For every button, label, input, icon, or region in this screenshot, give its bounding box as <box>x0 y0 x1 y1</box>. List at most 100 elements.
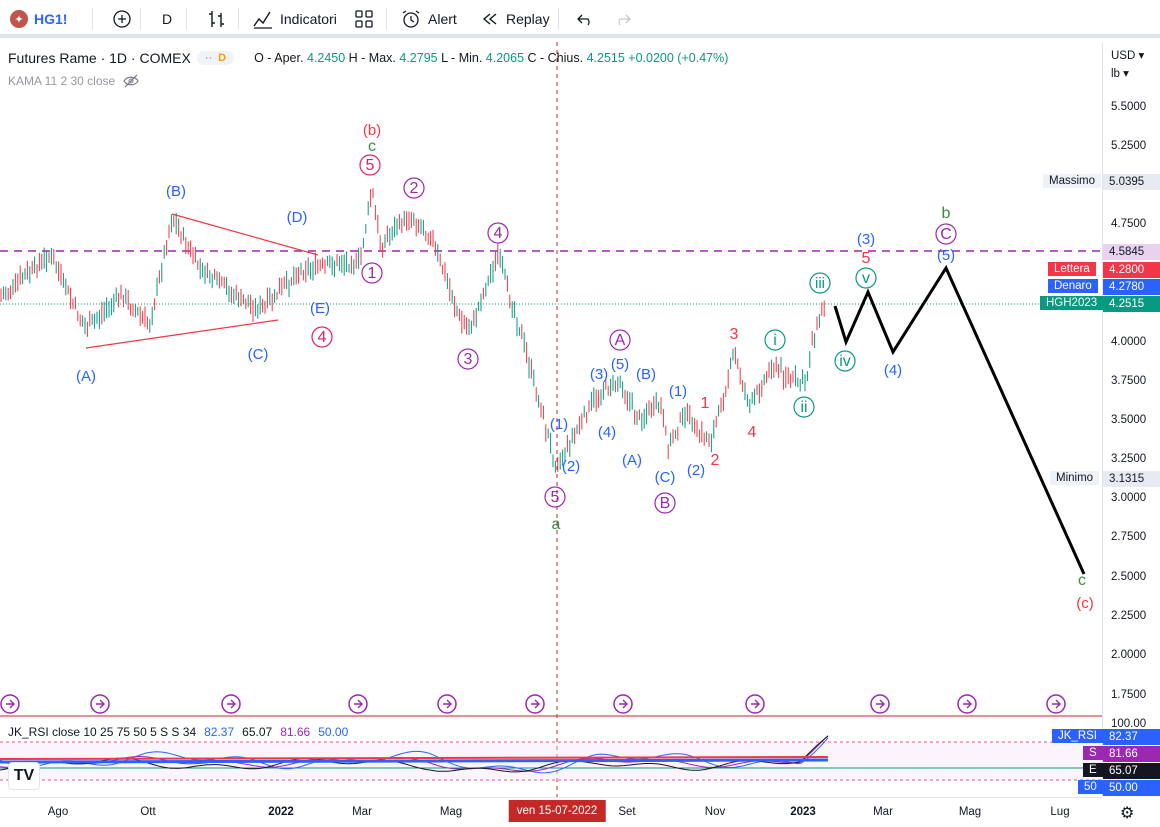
wave-label: 4 <box>318 329 327 346</box>
alert-button[interactable]: Alert <box>394 0 463 38</box>
wave-label: A <box>615 332 626 349</box>
kama-legend[interactable]: KAMA 11 2 30 close <box>8 74 139 88</box>
wave-circle <box>487 222 509 244</box>
wave-label: (c) <box>1076 595 1094 612</box>
chart-type-button[interactable] <box>200 0 234 38</box>
symbol-search-button[interactable]: ✦ HG1! <box>4 0 73 38</box>
price-chart[interactable]: (A)(B)(C)(D)(E)(b)c5214435a(1)(2)(3)(4)(… <box>0 42 1102 797</box>
price-tick: 3.5000 <box>1111 414 1147 426</box>
change-value: +0.0200 (+0.47%) <box>628 51 729 65</box>
wave-label: c <box>368 138 376 155</box>
price-tick: 4.7500 <box>1111 218 1147 230</box>
wave-circle <box>793 396 815 418</box>
wave-label: 5 <box>366 157 375 174</box>
wave-circle <box>361 262 383 284</box>
wave-label: a <box>552 516 561 533</box>
low-label: L - Min. <box>441 51 483 65</box>
time-tick: Nov <box>704 806 726 818</box>
undo-button[interactable] <box>570 0 602 38</box>
rsi-ema-line <box>0 756 829 760</box>
ohlc-values: O - Aper. 4.2450 H - Max. 4.2795 L - Min… <box>254 51 728 65</box>
triangle-lower-line <box>85 319 279 349</box>
time-tick: Ott <box>140 806 156 818</box>
wave-label: B <box>660 495 671 512</box>
kama-label: KAMA 11 2 30 close <box>8 74 116 88</box>
wave-label: 4 <box>494 225 503 242</box>
contract-label: HGH2023 <box>1040 296 1104 310</box>
wave-label: 2 <box>410 180 419 197</box>
dots-icon: ·· <box>204 52 213 64</box>
arrow-right-icon <box>876 699 885 709</box>
wave-circle <box>403 177 425 199</box>
l50-tag: 50.00 <box>1103 780 1160 796</box>
currency-selector[interactable]: USD ▾ <box>1111 50 1145 62</box>
replay-button[interactable]: Replay <box>474 0 556 38</box>
arrow-right-icon <box>619 699 628 709</box>
wave-label: i <box>773 332 777 349</box>
wave-circle <box>311 326 333 348</box>
e-tag: 65.07 <box>1103 763 1160 779</box>
wave-label: 3 <box>730 326 739 343</box>
rsi-legend[interactable]: JK_RSI close 10 25 75 50 5 S S 34 82.37 … <box>8 725 348 739</box>
indicators-button[interactable]: Indicatori <box>246 0 343 38</box>
indicators-label: Indicatori <box>280 11 337 27</box>
rsi-value-1: 82.37 <box>204 725 235 739</box>
tradingview-logo-icon[interactable]: TV <box>8 762 40 790</box>
wave-label: (4) <box>598 424 616 441</box>
rsi-top-tick: 100.00 <box>1111 718 1147 730</box>
redo-button[interactable] <box>606 0 638 38</box>
arrow-right-icon <box>6 699 15 709</box>
wave-label: iv <box>839 353 851 370</box>
wave-label: 5 <box>862 250 871 267</box>
time-tick: 2023 <box>790 806 816 818</box>
symbol-name: HG1! <box>34 11 68 27</box>
wave-circle <box>654 492 676 514</box>
price-tick: 1.7500 <box>1111 689 1147 701</box>
wave-label: (C) <box>655 469 676 486</box>
price-axis[interactable]: USD ▾ lb ▾ 5.5000 5.2500 4.7500 4.0000 3… <box>1102 42 1160 797</box>
high-value: 4.2795 <box>399 51 438 65</box>
low-value: 4.2065 <box>485 51 525 65</box>
rsi-line <box>0 737 829 774</box>
close-label: C - Chius. <box>527 51 584 65</box>
alarm-clock-icon <box>402 10 420 28</box>
arrow-right-icon <box>1052 699 1061 709</box>
interval-button[interactable]: D <box>156 0 178 38</box>
time-axis[interactable]: Ago Ott 2022 Mar Mag Set Nov 2023 Mar Ma… <box>0 797 1102 827</box>
eye-hidden-icon[interactable] <box>123 74 139 88</box>
wave-circle <box>809 272 831 294</box>
price-tick: 5.2500 <box>1111 140 1147 152</box>
wave-label: 4 <box>748 424 757 441</box>
arrow-right-icon <box>963 699 972 709</box>
layouts-button[interactable] <box>348 0 380 38</box>
massimo-tag: 5.0395 <box>1103 174 1160 190</box>
plus-circle-icon <box>113 10 131 28</box>
crosshair-date-label: ven 15-07-2022 <box>508 800 606 822</box>
copper-logo-icon: ✦ <box>10 10 28 28</box>
legend-pill[interactable]: ·· D <box>196 51 235 65</box>
arrow-right-icon <box>354 699 363 709</box>
wave-label: iii <box>815 275 825 292</box>
time-tick: Lug <box>1050 806 1070 818</box>
rsi-value-4: 50.00 <box>318 725 349 739</box>
unit-selector[interactable]: lb ▾ <box>1111 68 1129 80</box>
wave-label: (B) <box>166 183 186 200</box>
massimo-label: Massimo <box>1043 174 1102 188</box>
redo-icon <box>618 14 631 26</box>
bar-chart-type-icon <box>209 11 224 27</box>
indicators-icon <box>253 11 272 29</box>
wave-label: 3 <box>464 351 473 368</box>
close-value: 4.2515 <box>586 51 625 65</box>
compare-add-symbol-button[interactable] <box>106 0 138 38</box>
lettera-label: Lettera <box>1048 262 1096 276</box>
rsi-value-3: 81.66 <box>280 725 311 739</box>
wave-label: (A) <box>622 452 642 469</box>
s-tag: 81.66 <box>1103 746 1160 762</box>
price-tick: 2.2500 <box>1111 610 1147 622</box>
wave-label: (4) <box>884 362 902 379</box>
wave-label: (5) <box>937 247 955 264</box>
settings-gear-icon[interactable]: ⚙ <box>1120 805 1135 822</box>
time-tick: Ago <box>47 806 69 818</box>
wave-label: C <box>940 226 952 243</box>
grid-layout-icon <box>355 10 373 28</box>
